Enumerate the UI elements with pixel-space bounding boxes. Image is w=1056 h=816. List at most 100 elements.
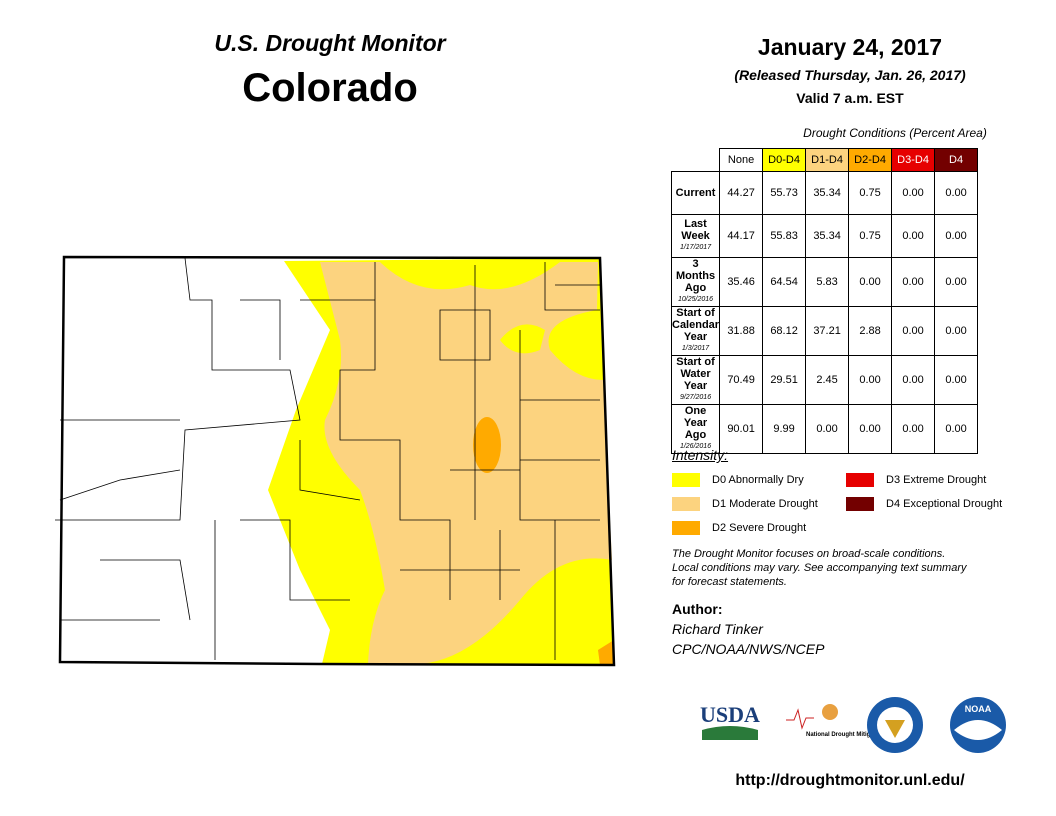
row-date: 10/25/2016	[678, 296, 714, 303]
ndmc-icon	[822, 704, 838, 720]
table-cell: 55.73	[762, 171, 807, 215]
table-cell: 90.01	[719, 404, 764, 454]
table-row: Current 44.27 55.73 35.34 0.75 0.00 0.00	[670, 171, 979, 215]
legend-label: D4 Exceptional Drought	[886, 498, 1003, 510]
column-header: D4	[934, 148, 979, 172]
table-cell: 55.83	[762, 214, 807, 258]
header-row: None D0-D4 D1-D4 D2-D4 D3-D4 D4	[671, 148, 979, 172]
noaa-logo	[954, 720, 1002, 740]
date: January 24, 2017	[757, 34, 943, 60]
legend-swatch	[672, 473, 700, 487]
table-cell: 0.00	[934, 306, 979, 356]
table-cell: 0.00	[805, 404, 850, 454]
table-cell: 35.34	[805, 171, 850, 215]
county-lines	[55, 257, 600, 660]
blank-cell	[671, 148, 720, 172]
state-outline	[58, 255, 616, 667]
legend-label: D1 Moderate Drought	[712, 498, 818, 510]
row-name: 3 Months Ago	[675, 258, 716, 294]
author-name: Richard Tinker	[672, 621, 763, 637]
table-cell: 35.46	[719, 257, 764, 307]
table-cell: 35.34	[805, 214, 850, 258]
row-name: Start of Water Year	[676, 356, 715, 392]
column-header: D2-D4	[848, 148, 893, 172]
conditions-table: None D0-D4 D1-D4 D2-D4 D3-D4 D4 Current 44.27 55…	[670, 148, 979, 454]
column-header: D0-D4	[762, 148, 807, 172]
table-cell: 9.99	[762, 404, 807, 454]
table-cell: 0.00	[891, 355, 936, 405]
legend-title: Intensity:	[672, 447, 729, 463]
usda-swoosh	[702, 726, 758, 740]
url: http://droughtmonitor.unl.edu/	[735, 772, 965, 789]
table-cell: 0.00	[934, 355, 979, 405]
table-cell: 2.88	[848, 306, 893, 356]
table-cell: 0.75	[848, 214, 893, 258]
note: The Drought Monitor focuses on broad-sca…	[672, 547, 966, 589]
d2-area	[473, 417, 501, 473]
note-line: for forecast statements.	[672, 576, 787, 588]
row-name: Start of Calendar Year	[672, 307, 720, 343]
table-row: Start of Calendar Year 1/3/2017 31.88 68.12…	[670, 306, 979, 356]
table-cell: 5.83	[805, 257, 850, 307]
table-cell: 0.00	[934, 171, 979, 215]
d2-area	[598, 640, 614, 665]
table-cell: 0.00	[934, 257, 979, 307]
row-label: 3 Months Ago 10/25/2016	[670, 257, 721, 307]
row-date: 1/26/2016	[679, 443, 712, 450]
table-cell: 31.88	[719, 306, 764, 356]
row-label: Start of Water Year 9/27/2016	[670, 355, 721, 405]
usda-logo: USDA	[700, 702, 760, 727]
logos: USDA National Drought Mitigation Center …	[700, 697, 1006, 753]
legend-swatch	[672, 521, 700, 535]
table-cell: 0.00	[848, 404, 893, 454]
table-row: Start of Water Year 9/27/2016 70.49 29.51 2.…	[670, 355, 979, 405]
legend-label: D0 Abnormally Dry	[712, 474, 804, 486]
map	[55, 255, 616, 667]
legend-label: D2 Severe Drought	[712, 522, 807, 534]
row-name: Current	[675, 187, 716, 199]
column-header: D3-D4	[891, 148, 936, 172]
row-name: One Year Ago	[683, 405, 708, 441]
note-line: Local conditions may vary. See accompany…	[672, 562, 967, 574]
table-cell: 44.27	[719, 171, 764, 215]
row-date: 1/3/2017	[681, 345, 710, 352]
table-cell: 0.00	[891, 257, 936, 307]
table-cell: 0.75	[848, 171, 893, 215]
table-caption: Drought Conditions (Percent Area)	[803, 126, 987, 140]
table-cell: 70.49	[719, 355, 764, 405]
d1-area	[320, 262, 612, 664]
row-label: One Year Ago 1/26/2016	[670, 404, 721, 454]
row-date: 9/27/2016	[679, 394, 712, 401]
table-cell: 0.00	[848, 257, 893, 307]
column-header: None	[719, 148, 764, 172]
column-header: D1-D4	[805, 148, 850, 172]
row-name: Last Week	[681, 218, 710, 242]
author-org: CPC/NOAA/NWS/NCEP	[672, 641, 825, 657]
row-label: Current	[670, 171, 721, 215]
table-cell: 37.21	[805, 306, 850, 356]
table-cell: 0.00	[891, 306, 936, 356]
noaa-text: NOAA	[965, 704, 992, 714]
table-cell: 29.51	[762, 355, 807, 405]
table-cell: 0.00	[848, 355, 893, 405]
ndmc-icon	[786, 708, 814, 730]
table-cell: 0.00	[891, 171, 936, 215]
table-row: 3 Months Ago 10/25/2016 35.46 64.54 5.83 0.00…	[670, 257, 979, 307]
doc-seal	[885, 720, 905, 738]
table-cell: 64.54	[762, 257, 807, 307]
title: U.S. Drought Monitor	[214, 30, 446, 56]
row-label: Start of Calendar Year 1/3/2017	[670, 306, 721, 356]
row-label: Last Week 1/17/2017	[670, 214, 721, 258]
legend-swatch	[846, 497, 874, 511]
released: (Released Thursday, Jan. 26, 2017)	[734, 67, 966, 83]
d0-area	[500, 324, 545, 354]
state: Colorado	[242, 66, 418, 110]
valid: Valid 7 a.m. EST	[796, 90, 904, 106]
table-cell: 68.12	[762, 306, 807, 356]
legend-swatch	[672, 497, 700, 511]
table-cell: 0.00	[891, 404, 936, 454]
ndmc-text: National Drought Mitigation Center	[806, 732, 906, 738]
table-cell: 0.00	[891, 214, 936, 258]
author-label: Author:	[672, 601, 723, 617]
